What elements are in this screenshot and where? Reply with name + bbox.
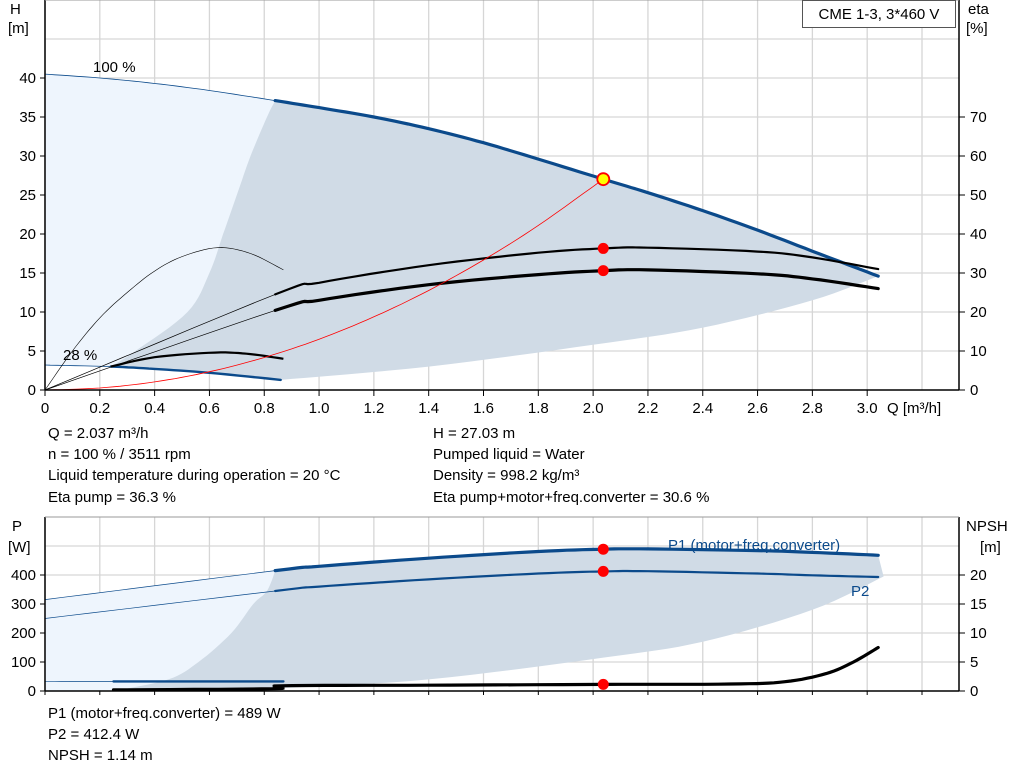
- y-tick-label: 0: [28, 382, 36, 399]
- duty-point: [596, 172, 611, 187]
- x-tick-label: 1.0: [309, 400, 330, 417]
- y-tick-label: 100: [11, 654, 36, 671]
- y-tick-label: 25: [19, 187, 36, 204]
- p1-series-label: P1 (motor+freq.converter): [668, 537, 840, 554]
- x-tick-label: 2.4: [692, 400, 713, 417]
- x-tick-label: 0.8: [254, 400, 275, 417]
- y2-tick-label: 30: [970, 265, 987, 282]
- x-tick-label: 0.6: [199, 400, 220, 417]
- y-tick-label: 35: [19, 109, 36, 126]
- y2-tick-label: 0: [970, 382, 978, 399]
- y-tick-label: 10: [19, 304, 36, 321]
- model-label: CME 1-3, 3*460 V: [802, 0, 956, 28]
- x-tick-label: 2.0: [583, 400, 604, 417]
- y2-tick-label: 10: [970, 625, 987, 642]
- region-operating: [110, 100, 879, 380]
- q-axis-label: Q [m³/h]: [887, 400, 941, 417]
- x-tick-label: 2.2: [638, 400, 659, 417]
- y2-tick-label: 20: [970, 567, 987, 584]
- y2-tick-label: 40: [970, 226, 987, 243]
- p2-curve-extrapolated: [44, 590, 276, 619]
- h-axis-unit: [m]: [8, 20, 29, 37]
- p1-curve-extrapolated: [44, 570, 276, 600]
- y-tick-label: 15: [19, 265, 36, 282]
- info-density: Density = 998.2 kg/m³: [433, 467, 580, 484]
- y2-tick-label: 50: [970, 187, 987, 204]
- label-28-percent: 28 %: [63, 347, 97, 364]
- y-tick-label: 300: [11, 596, 36, 613]
- y-tick-label: 5: [28, 343, 36, 360]
- y2-tick-label: 0: [970, 683, 978, 700]
- npsh-axis-unit: [m]: [980, 539, 1001, 556]
- eta-axis-unit: [%]: [966, 20, 988, 37]
- eta-28-curve: [110, 351, 284, 368]
- npsh-axis-label: NPSH: [966, 518, 1008, 535]
- x-tick-label: 0.2: [89, 400, 110, 417]
- p-axis-label: P: [12, 518, 22, 535]
- y2-tick-label: 15: [970, 596, 987, 613]
- power-chart: 0 100 200 300 400 0 5 10 15 20: [11, 516, 987, 700]
- info-q: Q = 2.037 m³/h: [48, 425, 149, 442]
- info-p2: P2 = 412.4 W: [48, 726, 140, 743]
- eta-axis-label: eta: [968, 1, 990, 18]
- p1-point: [597, 543, 609, 555]
- x-tick-label: 0.4: [144, 400, 165, 417]
- info-speed: n = 100 % / 3511 rpm: [48, 446, 191, 463]
- x-tick-label: 0: [41, 400, 49, 417]
- x-tick-label: 1.2: [363, 400, 384, 417]
- info-eta-total: Eta pump+motor+freq.converter = 30.6 %: [433, 489, 710, 506]
- y2-tick-label: 5: [970, 654, 978, 671]
- info-p1: P1 (motor+freq.converter) = 489 W: [48, 705, 281, 722]
- npsh-point: [597, 678, 609, 690]
- head-28-curve-extrapolated: [44, 364, 111, 367]
- x-tick-label: 3.0: [857, 400, 878, 417]
- head-100-curve-extrapolated: [44, 73, 276, 101]
- y2-tick-label: 20: [970, 304, 987, 321]
- eta-pump-curve-extrapolated: [44, 294, 276, 391]
- y-tick-label: 200: [11, 625, 36, 642]
- p-axis-unit: [W]: [8, 539, 31, 556]
- info-h: H = 27.03 m: [433, 425, 516, 442]
- eta-pump-point: [597, 242, 609, 254]
- info-npsh: NPSH = 1.14 m: [48, 747, 153, 764]
- x-tick-label: 2.8: [802, 400, 823, 417]
- info-temperature: Liquid temperature during operation = 20…: [48, 467, 341, 484]
- info-eta-pump: Eta pump = 36.3 %: [48, 489, 176, 506]
- y-tick-label: 20: [19, 226, 36, 243]
- h-axis-label: H: [10, 1, 21, 18]
- x-tick-label: 1.8: [528, 400, 549, 417]
- p2-point: [597, 565, 609, 577]
- eta-pump-100-low-curve: [44, 247, 284, 391]
- y2-tick-label: 70: [970, 109, 987, 126]
- eta-total-curve-extrapolated: [44, 310, 276, 391]
- head-chart: 0 5 10 15 20 25 30 35 40 0 10 20 30 40 50 60 70 0 0.2 0.4 0.…: [19, 0, 987, 417]
- y2-tick-label: 10: [970, 343, 987, 360]
- x-tick-label: 1.4: [418, 400, 439, 417]
- system-curve-curve: [44, 178, 604, 391]
- npsh-curve: [111, 645, 880, 692]
- head-100-curve: [273, 99, 880, 278]
- x-tick-label: 2.6: [747, 400, 768, 417]
- y-tick-label: 0: [28, 683, 36, 700]
- region-operating: [113, 548, 884, 691]
- y-tick-label: 40: [19, 70, 36, 87]
- y-tick-label: 30: [19, 148, 36, 165]
- p2-series-label: P2: [851, 583, 869, 600]
- head-28-curve: [109, 365, 282, 382]
- eta-total-point: [597, 265, 609, 277]
- label-100-percent: 100 %: [93, 59, 136, 76]
- x-tick-label: 1.6: [473, 400, 494, 417]
- y-tick-label: 400: [11, 567, 36, 584]
- y2-tick-label: 60: [970, 148, 987, 165]
- info-liquid: Pumped liquid = Water: [433, 446, 585, 463]
